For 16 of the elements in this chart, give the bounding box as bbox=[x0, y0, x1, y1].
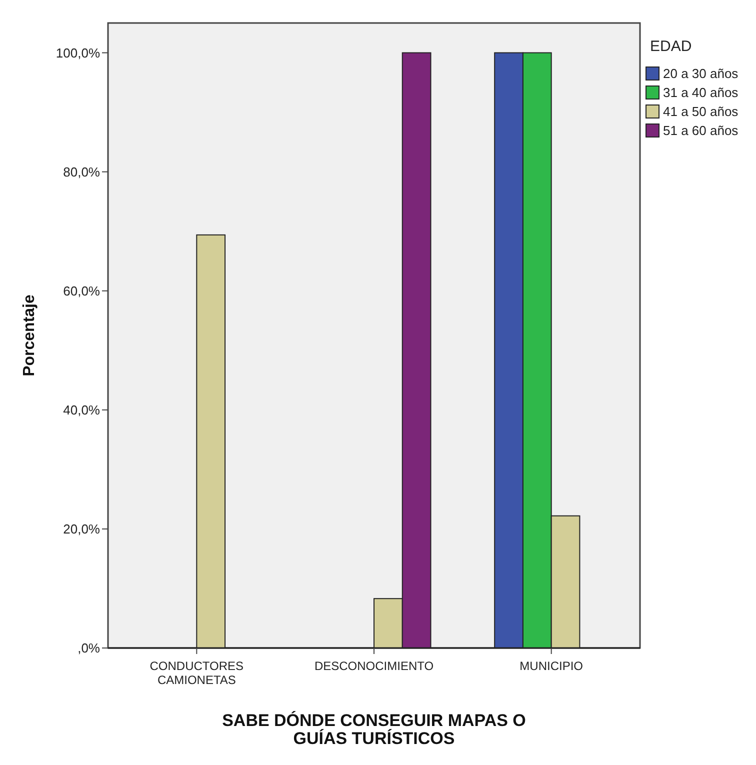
x-tick-label: CONDUCTORES CAMIONETAS bbox=[150, 659, 244, 687]
y-tick-label: 40,0% bbox=[63, 402, 100, 418]
y-tick-label: ,0% bbox=[78, 640, 100, 656]
x-tick-label: DESCONOCIMIENTO bbox=[314, 659, 434, 673]
legend-title: EDAD bbox=[650, 38, 692, 55]
legend-label: 31 a 40 años bbox=[663, 85, 739, 100]
y-tick-label: 100,0% bbox=[56, 45, 100, 60]
x-axis-title: SABE DÓNDE CONSEGUIR MAPAS O GUÍAS TURÍSTICOS bbox=[222, 710, 526, 748]
y-tick-label: 80,0% bbox=[63, 164, 100, 180]
legend-label: 20 a 30 años bbox=[663, 66, 739, 81]
legend-label: 41 a 50 años bbox=[663, 104, 739, 119]
y-axis-title: Porcentaje bbox=[21, 294, 38, 376]
legend-label: 51 a 60 años bbox=[663, 123, 739, 138]
x-tick-label: MUNICIPIO bbox=[520, 659, 584, 673]
y-tick-label: 60,0% bbox=[63, 283, 100, 298]
y-tick-label: 20,0% bbox=[63, 522, 100, 536]
